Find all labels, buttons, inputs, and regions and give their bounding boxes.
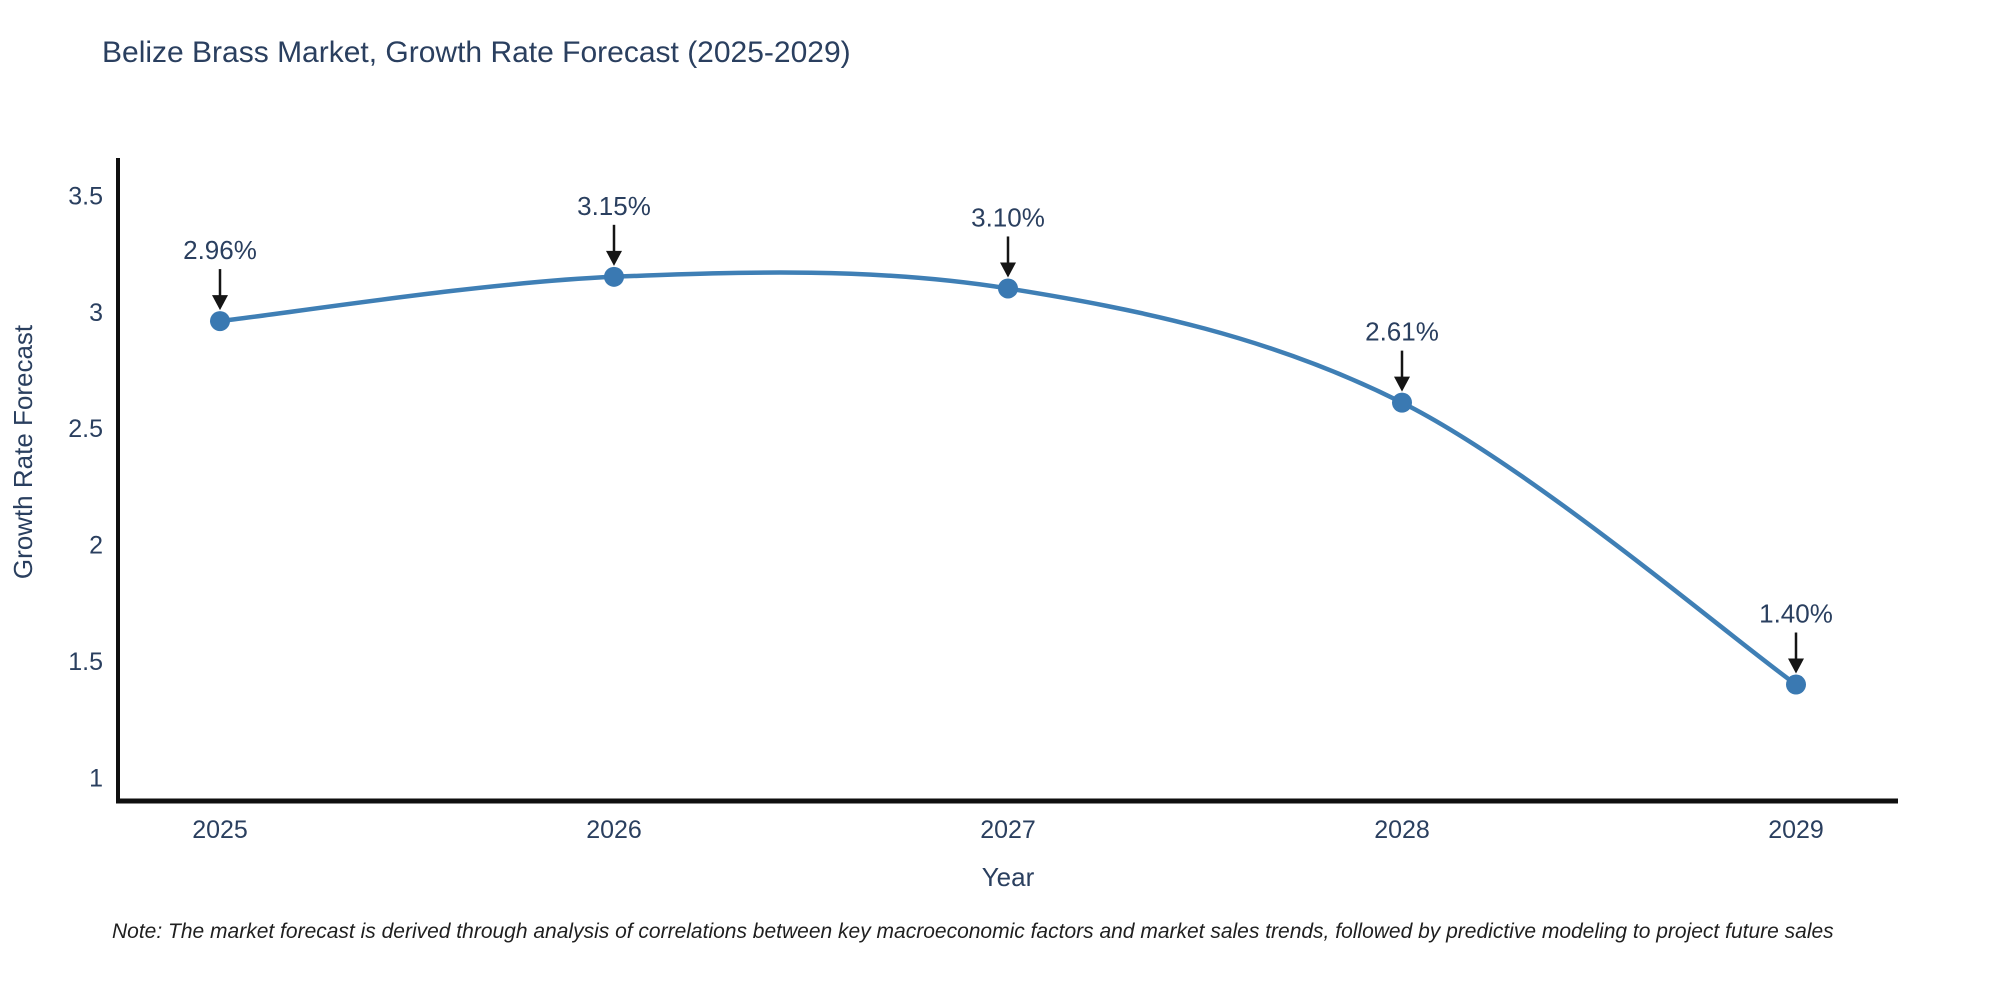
x-tick-label: 2028 [1374,816,1430,844]
annotation-arrowhead [1394,376,1410,392]
data-point-marker[interactable] [1786,674,1806,695]
x-tick-labels: 2025 2026 2027 2028 2029 [192,816,1824,844]
annotation-arrowhead [1788,658,1804,674]
annotation-label: 1.40% [1759,599,1833,629]
annotation-arrowhead [606,250,622,266]
annotation-label: 3.15% [577,191,651,221]
data-points [210,266,1806,695]
y-tick-label: 3 [89,299,103,327]
annotation-label: 3.10% [971,202,1045,232]
y-axis-title: Growth Rate Forecast [8,324,38,579]
y-tick-label: 2.5 [68,415,103,443]
y-tick-label: 1.5 [68,648,103,676]
x-tick-label: 2026 [586,816,642,844]
y-tick-label: 1 [89,765,103,793]
y-tick-label: 2 [89,532,103,560]
chart-title: Belize Brass Market, Growth Rate Forecas… [102,36,851,69]
annotation-arrowhead [1000,262,1016,278]
data-point-marker[interactable] [998,278,1018,299]
annotation-label: 2.61% [1365,317,1439,347]
data-point-marker[interactable] [210,311,230,332]
footnote: Note: The market forecast is derived thr… [112,920,1834,943]
annotation-arrowhead [212,295,228,311]
annotations: 2.96% 3.15% 3.10% 2.61% 1.40% [183,191,1833,674]
trend-line [217,270,1799,687]
axes [116,158,1898,804]
x-tick-label: 2027 [980,816,1036,844]
x-tick-label: 2025 [192,816,248,844]
data-point-marker[interactable] [604,266,624,287]
y-tick-label: 3.5 [68,182,103,210]
annotation-label: 2.96% [183,235,257,265]
data-point-marker[interactable] [1392,392,1412,413]
x-tick-label: 2029 [1768,816,1824,844]
x-axis-title: Year [982,862,1035,892]
y-tick-labels: 1 1.5 2 2.5 3 3.5 [68,182,103,792]
